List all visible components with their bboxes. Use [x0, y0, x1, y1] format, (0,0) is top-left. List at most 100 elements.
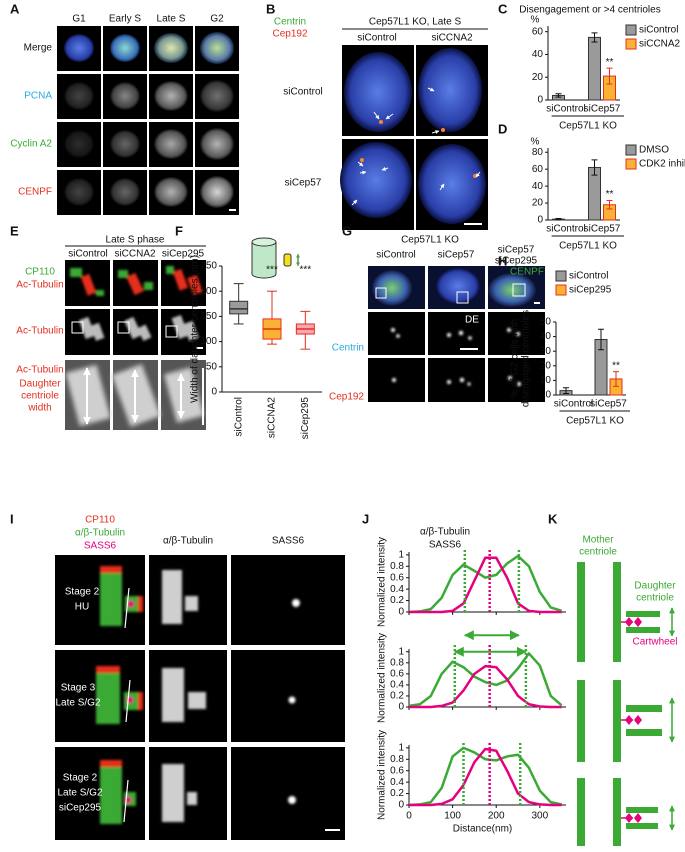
y-tick-label: 200	[200, 286, 217, 297]
y-tick-label: 250	[200, 261, 217, 272]
legend-swatch	[555, 270, 567, 282]
panel-k-diagram	[577, 562, 675, 846]
label: B	[266, 1, 275, 16]
cylinder-icon	[251, 242, 277, 279]
label: K	[548, 511, 558, 526]
y-tick-label: 30	[540, 346, 552, 357]
label: Merge	[24, 43, 53, 54]
y-tick-label: 50	[540, 317, 552, 328]
panel-a-images	[64, 82, 94, 110]
significance: **	[606, 189, 614, 200]
label: width	[27, 403, 51, 414]
y-tick-label: 0	[537, 95, 543, 106]
panel-k-diagram	[625, 715, 642, 725]
y-tick-label: 1	[398, 742, 404, 753]
label: siCep57	[438, 250, 475, 261]
panel-label: D	[498, 121, 507, 136]
panel-e-images	[70, 266, 203, 296]
panel-i-images	[162, 764, 184, 822]
label: Ac-Tubulin	[16, 326, 63, 337]
panel-i-images	[231, 650, 345, 742]
label: I	[10, 511, 14, 526]
panel-k-diagram	[613, 562, 621, 662]
panel-g-images	[488, 358, 545, 402]
panel-k-diagram	[626, 611, 660, 617]
x-tick-label: 100	[444, 811, 461, 822]
y-tick-label: 40	[532, 181, 544, 192]
line-series	[409, 747, 562, 807]
label: Ac-Tubulin	[16, 280, 63, 291]
label: siCep57	[285, 178, 322, 189]
y-tick-label: 60	[532, 164, 544, 175]
panel-b-images	[439, 183, 445, 191]
line-series	[408, 554, 563, 614]
panel-i-images	[162, 668, 184, 722]
legend-label: siControl	[639, 25, 678, 36]
label: G1	[72, 14, 86, 25]
line-series	[408, 652, 563, 708]
x-tick-label: 0	[406, 811, 412, 822]
label: Stage 2	[63, 773, 98, 784]
panel-b-images	[475, 171, 481, 178]
panel-i-images	[96, 666, 120, 673]
panel-e-images	[126, 272, 144, 296]
panel-a-images	[110, 34, 140, 62]
label: siControl	[357, 33, 396, 44]
panel-g-images	[512, 283, 526, 297]
panel-e-images	[144, 282, 153, 290]
y-tick-label: 0.6	[390, 765, 404, 776]
x-tick-label: siCCNA2	[267, 397, 278, 439]
label: α/β-Tubulin	[75, 528, 125, 539]
error-bar	[613, 371, 619, 387]
error-bar	[598, 328, 604, 351]
panel-g-images	[468, 336, 472, 340]
legend-swatch	[625, 144, 637, 156]
x-tick-label: siCep57	[584, 104, 621, 115]
panel-e-images	[117, 321, 130, 334]
x-tick-label: siControl	[546, 104, 585, 115]
label: siCep295	[495, 256, 538, 267]
y-tick-label: 0.2	[390, 691, 404, 702]
label: Late S phase	[106, 235, 165, 246]
x-tick-label: siControl	[233, 397, 244, 436]
panel-a-images	[200, 128, 234, 160]
label: Mother	[582, 535, 614, 546]
panel-g-images	[447, 333, 451, 337]
panel-g-images	[508, 376, 512, 380]
x-tick-label: siCep57	[590, 399, 627, 410]
panel-k-diagram	[626, 807, 658, 813]
panel-e-images	[70, 268, 82, 277]
panel-i-images	[188, 692, 206, 709]
panel-b-images	[340, 45, 488, 230]
significance: ***	[266, 265, 278, 276]
panel-b-images	[360, 158, 364, 162]
y-axis-label: %	[531, 15, 540, 26]
label: siControl	[376, 250, 415, 261]
panel-b-images	[427, 87, 435, 92]
legend-label: SASS6	[429, 540, 462, 551]
panel-g-images	[436, 268, 480, 304]
label: HU	[75, 602, 89, 613]
error-bar	[606, 67, 613, 85]
label: Cep192	[329, 392, 364, 403]
panel-i-images	[138, 596, 143, 612]
panel-k-diagram	[625, 813, 642, 823]
label: E	[10, 223, 19, 238]
panel-i-images	[124, 587, 130, 629]
y-tick-label: 40	[540, 331, 552, 342]
label: Cyclin A2	[10, 139, 52, 150]
y-tick-label: 0.8	[390, 561, 404, 572]
panel-a-images	[200, 80, 234, 112]
panel-i-images	[100, 566, 122, 573]
legend-swatch	[625, 24, 637, 36]
label: Stage 2	[65, 587, 100, 598]
panel-g-images	[467, 382, 471, 386]
y-tick-label: 80	[532, 147, 544, 158]
panel-g-images	[428, 358, 485, 402]
y-tick-label: 1	[398, 646, 404, 657]
panel-i-images	[292, 599, 300, 607]
panel-i-images	[187, 792, 197, 805]
panel-label: H	[498, 253, 507, 268]
error-bar	[563, 387, 569, 395]
